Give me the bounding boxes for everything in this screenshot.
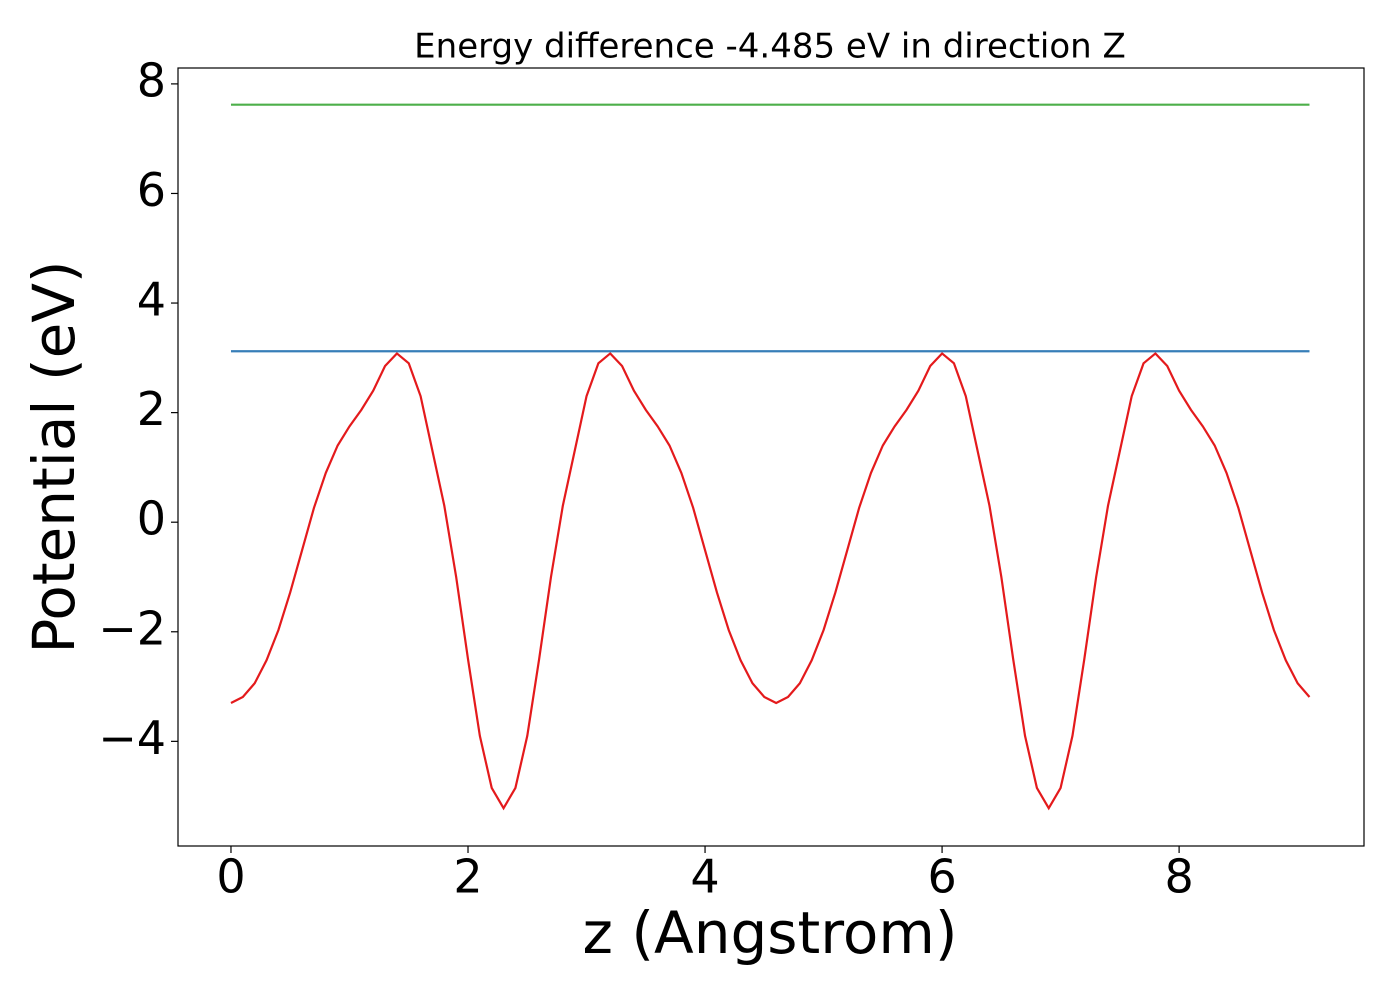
- line-series: [230, 351, 1311, 811]
- chart-title: Energy difference -4.485 eV in direction…: [414, 27, 1126, 67]
- y-tick-label: 0: [137, 492, 166, 546]
- plot-frame: [177, 67, 1365, 847]
- y-tick-label: 8: [137, 53, 166, 107]
- y-tick-label: 4: [137, 273, 166, 327]
- y-axis-label: Potential (eV): [20, 260, 88, 653]
- x-axis-label: z (Angstrom): [583, 899, 958, 967]
- y-tick-label: 2: [137, 382, 166, 436]
- y-tick-label: −4: [98, 711, 166, 765]
- x-tick-label: 8: [1164, 850, 1193, 904]
- x-tick-label: 4: [690, 850, 719, 904]
- x-tick-label: 2: [453, 850, 482, 904]
- x-tick-label: 6: [927, 850, 956, 904]
- y-tick-label: 6: [137, 163, 166, 217]
- y-tick-label: −2: [98, 601, 166, 655]
- x-tick-label: 0: [216, 850, 245, 904]
